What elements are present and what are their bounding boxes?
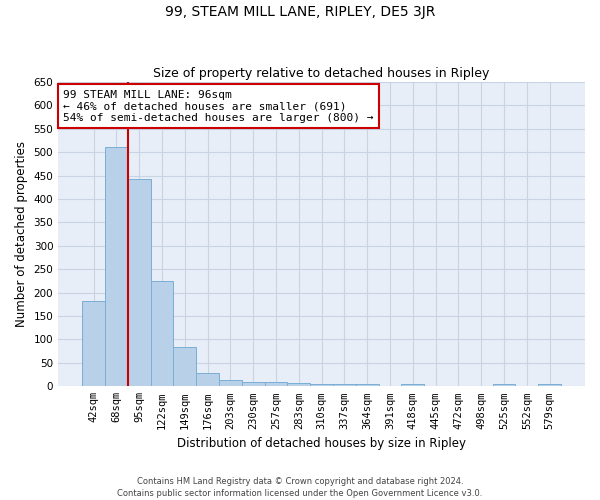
Bar [538, 384, 561, 386]
X-axis label: Distribution of detached houses by size in Ripley: Distribution of detached houses by size … [177, 437, 466, 450]
Bar [82, 300, 105, 386]
Bar [242, 382, 265, 386]
Bar [196, 373, 219, 386]
Bar [493, 384, 515, 386]
Text: 99 STEAM MILL LANE: 96sqm
← 46% of detached houses are smaller (691)
54% of semi: 99 STEAM MILL LANE: 96sqm ← 46% of detac… [64, 90, 374, 123]
Bar [173, 346, 196, 387]
Text: 99, STEAM MILL LANE, RIPLEY, DE5 3JR: 99, STEAM MILL LANE, RIPLEY, DE5 3JR [165, 5, 435, 19]
Bar [128, 179, 151, 386]
Bar [333, 384, 356, 386]
Bar [151, 280, 173, 386]
Bar [219, 380, 242, 386]
Text: Contains HM Land Registry data © Crown copyright and database right 2024.
Contai: Contains HM Land Registry data © Crown c… [118, 476, 482, 498]
Bar [401, 384, 424, 386]
Y-axis label: Number of detached properties: Number of detached properties [15, 141, 28, 327]
Bar [356, 384, 379, 386]
Bar [310, 384, 333, 386]
Bar [105, 147, 128, 386]
Bar [287, 384, 310, 386]
Bar [265, 382, 287, 386]
Title: Size of property relative to detached houses in Ripley: Size of property relative to detached ho… [154, 66, 490, 80]
